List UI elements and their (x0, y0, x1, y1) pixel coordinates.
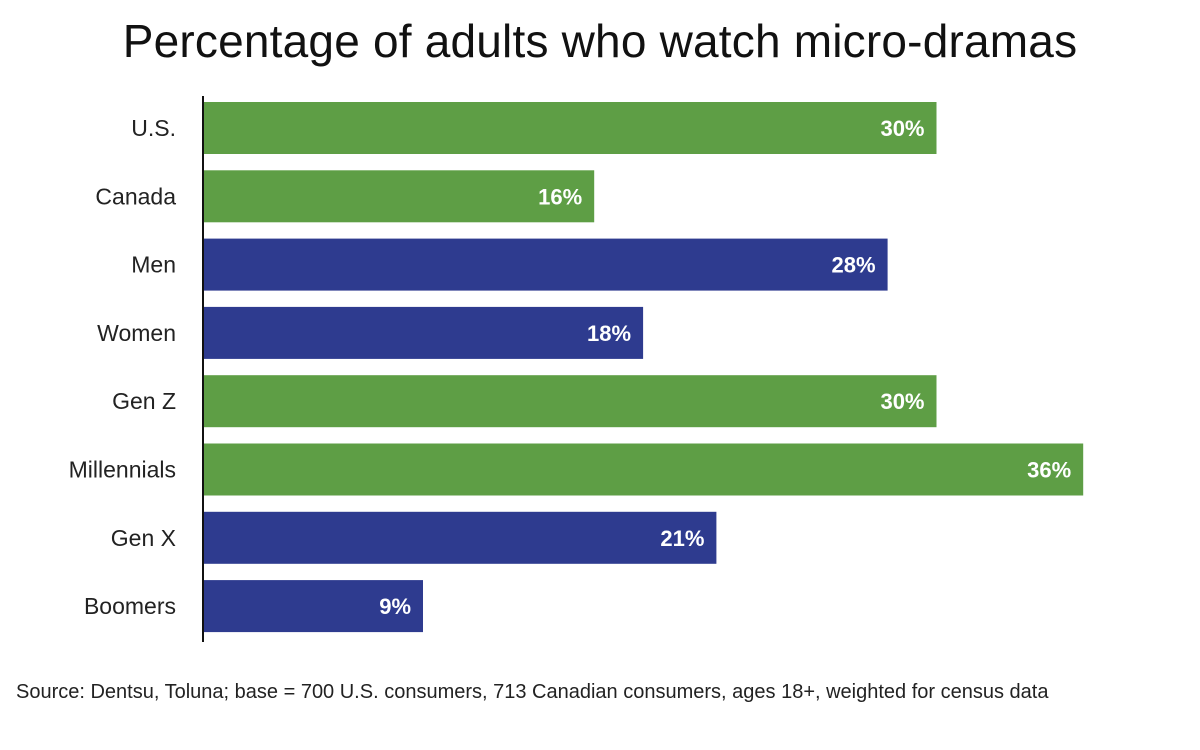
value-labels-group: 30% 16% 28% 18% 30% 36% 21% 9% (379, 116, 1071, 619)
category-label: U.S. (131, 115, 176, 141)
chart-title: Percentage of adults who watch micro-dra… (122, 15, 1078, 67)
bar (203, 580, 423, 633)
category-label: Canada (95, 183, 176, 209)
data-label: 18% (587, 321, 631, 346)
data-label: 28% (832, 253, 876, 278)
bar (203, 102, 937, 154)
bar (203, 375, 937, 428)
category-label: Women (97, 320, 176, 346)
data-label: 21% (660, 526, 704, 551)
bar-chart: U.S. Canada Men Women Gen Z Millennials Gen X B… (69, 96, 1084, 642)
category-label: Boomers (84, 593, 176, 619)
category-label: Men (131, 252, 176, 278)
bar (203, 443, 1084, 496)
data-label: 16% (538, 184, 582, 209)
data-label: 30% (880, 116, 924, 141)
data-label: 9% (379, 594, 411, 619)
data-label: 36% (1027, 458, 1071, 483)
bar (203, 170, 595, 223)
category-labels-group: U.S. Canada Men Women Gen Z Millennials Gen X B… (69, 115, 177, 619)
bar (203, 238, 888, 291)
bar (203, 511, 717, 564)
data-label: 30% (880, 389, 924, 414)
category-label: Gen X (111, 525, 176, 551)
category-label: Millennials (69, 457, 176, 483)
bars-group (203, 102, 1084, 633)
source-note: Source: Dentsu, Toluna; base = 700 U.S. … (16, 681, 1049, 703)
bar (203, 306, 644, 359)
category-label: Gen Z (112, 388, 176, 414)
